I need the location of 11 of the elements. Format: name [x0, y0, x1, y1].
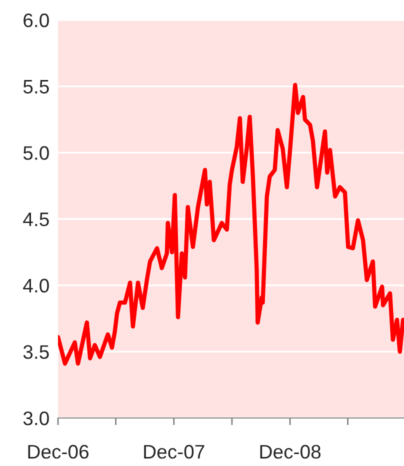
line-series [58, 82, 404, 366]
x-tick-label: Dec-06 [28, 444, 88, 459]
y-tick-label: 5.0 [23, 146, 49, 160]
x-tick-label: Dec-08 [260, 444, 321, 459]
y-tick-label: 4.5 [23, 212, 49, 226]
y-tick-label: 4.0 [23, 278, 49, 293]
y-tick-label: 5.5 [23, 80, 49, 94]
y-tick-label: 3.5 [23, 345, 49, 359]
y-tick-label: 6.0 [24, 13, 49, 28]
x-tick-label: Dec-07 [144, 444, 204, 459]
y-tick-label: 3.0 [23, 411, 49, 426]
